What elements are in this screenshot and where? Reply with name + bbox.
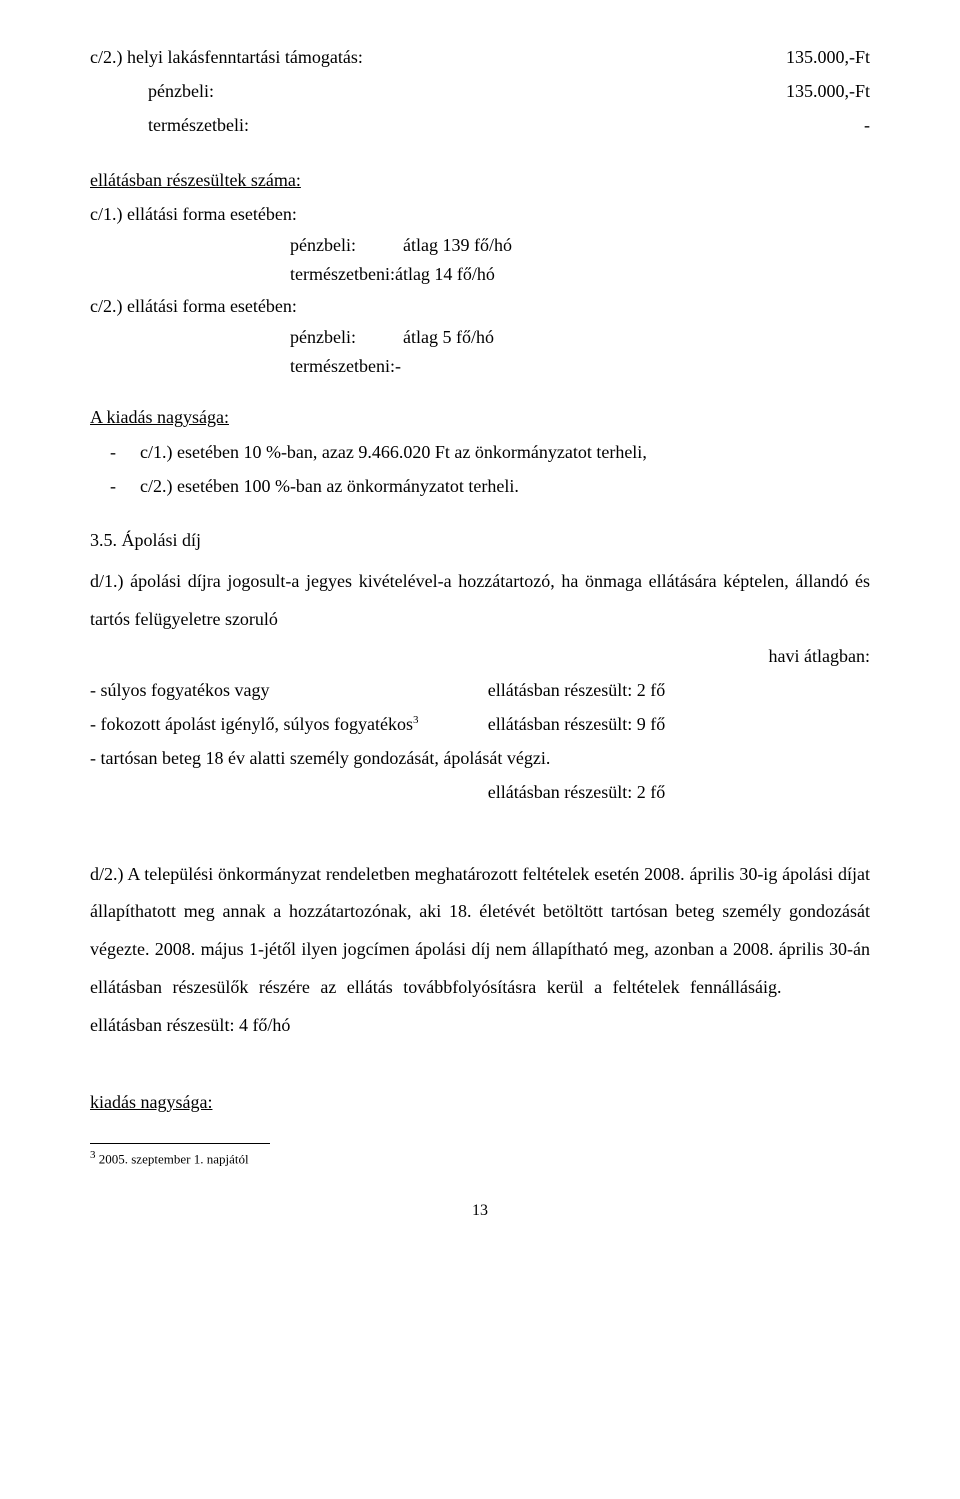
d1-text: d/1.) ápolási díjra jogosult-a jegyes ki… — [90, 571, 870, 629]
bottom-heading: kiadás nagysága: — [90, 1085, 870, 1119]
d1-row2-text: - fokozott ápolást igénylő, súlyos fogya… — [90, 714, 413, 734]
c2-penzbeli-label: pénzbeli: — [148, 74, 214, 108]
footnote-ref-3: 3 — [413, 714, 419, 726]
bullet-dash: - — [110, 435, 140, 469]
havi-atlagban: havi átlagban: — [90, 639, 870, 673]
d2-tail: ellátásban részesült: 4 fő/hó — [90, 1015, 290, 1035]
footnote-text: 2005. szeptember 1. napjától — [96, 1151, 249, 1166]
ellatas-c1-label: c/1.) ellátási forma esetében: — [90, 197, 870, 231]
c2-penz-value: átlag 5 fő/hó — [403, 327, 494, 347]
c1-term-value: átlag 14 fő/hó — [395, 264, 495, 284]
page-number: 13 — [90, 1196, 870, 1226]
d1-row1: - súlyos fogyatékos vagy ellátásban rész… — [90, 673, 870, 707]
c1-penz-value: átlag 139 fő/hó — [403, 235, 512, 255]
ellatas-c1-term: természetbeni:átlag 14 fő/hó — [90, 260, 870, 289]
c1-penz-label: pénzbeli: — [290, 235, 356, 255]
line-c2-termeszetbeli: természetbeli: - — [90, 108, 870, 142]
c2-title-right: 135.000,-Ft — [786, 40, 870, 74]
d1-row2-right: ellátásban részesült: 9 fő — [488, 707, 870, 741]
c2-penz-label: pénzbeli: — [290, 327, 356, 347]
ellatas-c2-term: természetbeni:- — [90, 352, 870, 381]
kiadas-item-2: - c/2.) esetében 100 %-ban az önkormányz… — [110, 469, 870, 503]
footnote-3: 3 2005. szeptember 1. napjától — [90, 1148, 870, 1169]
kiadas-heading: A kiadás nagysága: — [90, 400, 870, 434]
c2-penzbeli-value: 135.000,-Ft — [786, 74, 870, 108]
line-c2-title: c/2.) helyi lakásfenntartási támogatás: … — [90, 40, 870, 74]
d1-row3b: ellátásban részesült: 2 fő — [90, 775, 870, 809]
d1-row2: - fokozott ápolást igénylő, súlyos fogya… — [90, 707, 870, 741]
d2-paragraph: d/2.) A települési önkormányzat rendelet… — [90, 856, 870, 1045]
d1-row3: - tartósan beteg 18 év alatti személy go… — [90, 741, 870, 775]
kiadas-item2-text: c/2.) esetében 100 %-ban az önkormányzat… — [140, 469, 519, 503]
kiadas-item-1: - c/1.) esetében 10 %-ban, azaz 9.466.02… — [110, 435, 870, 469]
line-c2-penzbeli: pénzbeli: 135.000,-Ft — [90, 74, 870, 108]
c2-term-value: - — [864, 108, 870, 142]
d1-row1-right: ellátásban részesült: 2 fő — [488, 673, 870, 707]
sec35-heading: 3.5. Ápolási díj — [90, 523, 870, 557]
c2-term-label: természetbeni: — [290, 356, 395, 376]
ellatas-c2-penz: pénzbeli: átlag 5 fő/hó — [90, 323, 870, 352]
d1-row3-right: ellátásban részesült: 2 fő — [488, 775, 870, 809]
c2-term-label: természetbeli: — [148, 108, 249, 142]
c1-term-label: természetbeni: — [290, 264, 395, 284]
d2-text: d/2.) A települési önkormányzat rendelet… — [90, 864, 870, 997]
kiadas-item1-text: c/1.) esetében 10 %-ban, azaz 9.466.020 … — [140, 435, 647, 469]
footnote-rule — [90, 1143, 270, 1144]
ellatas-c1-penz: pénzbeli: átlag 139 fő/hó — [90, 231, 870, 260]
d1-paragraph: d/1.) ápolási díjra jogosult-a jegyes ki… — [90, 563, 870, 639]
bullet-dash: - — [110, 469, 140, 503]
ellatas-c2-label: c/2.) ellátási forma esetében: — [90, 289, 870, 323]
d1-row2-left: - fokozott ápolást igénylő, súlyos fogya… — [90, 707, 488, 741]
ellatas-heading: ellátásban részesültek száma: — [90, 163, 870, 197]
c2-title-left: c/2.) helyi lakásfenntartási támogatás: — [90, 40, 363, 74]
d1-row1-left: - súlyos fogyatékos vagy — [90, 673, 488, 707]
c2-term-value: - — [395, 356, 401, 376]
